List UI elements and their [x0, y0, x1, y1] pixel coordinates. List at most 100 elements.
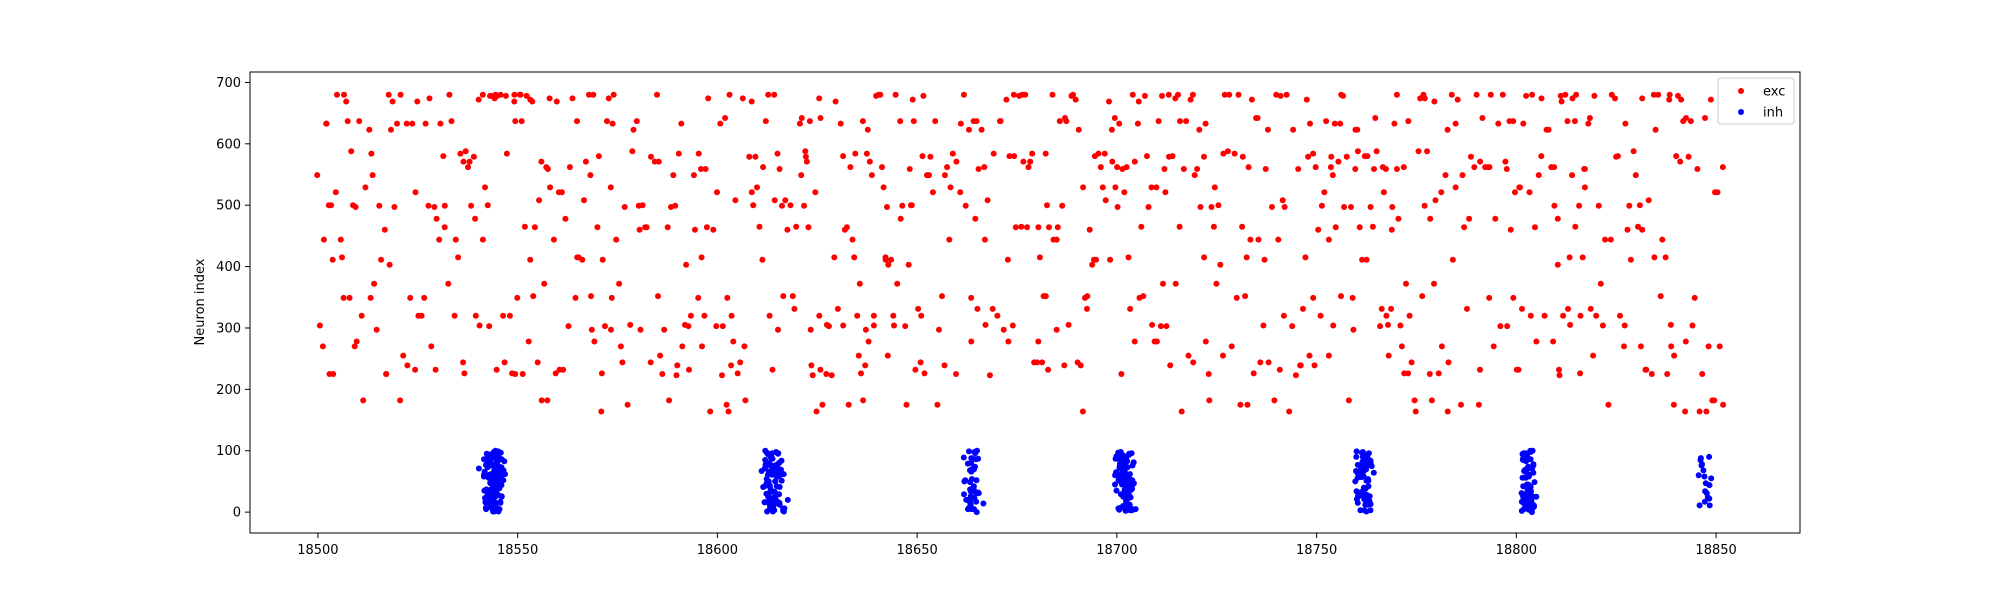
exc-spike	[448, 118, 455, 125]
exc-spike	[1554, 261, 1561, 268]
exc-spike	[455, 254, 462, 261]
exc-spike	[780, 293, 787, 300]
exc-spike	[1178, 408, 1185, 415]
exc-spike	[1486, 294, 1493, 301]
inh-spike	[765, 493, 772, 500]
exc-spike	[1194, 166, 1201, 172]
inh-spike	[762, 447, 769, 454]
exc-spike	[591, 338, 598, 345]
exc-spike	[697, 166, 704, 172]
inh-spike	[1132, 506, 1139, 513]
exc-spike	[1388, 226, 1395, 233]
exc-spike	[812, 189, 819, 196]
exc-spike	[917, 359, 924, 366]
exc-spike	[1527, 312, 1534, 319]
exc-spike	[1398, 343, 1405, 350]
exc-spike	[946, 236, 953, 243]
exc-spike	[762, 118, 769, 125]
exc-spike	[796, 120, 803, 127]
exc-spike	[962, 202, 969, 209]
exc-spike	[1560, 312, 1567, 319]
inh-spike	[968, 468, 975, 474]
exc-spike	[479, 236, 486, 243]
exc-spike	[356, 118, 363, 125]
exc-spike	[1551, 202, 1558, 209]
inh-spike	[491, 498, 498, 505]
exc-spike	[1586, 115, 1593, 121]
exc-spike	[1471, 164, 1478, 171]
exc-spike	[1108, 126, 1115, 133]
exc-spike	[352, 204, 359, 210]
inh-spike	[961, 491, 967, 498]
exc-spike	[1035, 224, 1042, 231]
exc-spike	[421, 294, 428, 301]
exc-spike	[1111, 115, 1118, 121]
inh-spike	[972, 448, 979, 455]
exc-spike	[1373, 148, 1380, 155]
exc-spike	[1003, 96, 1010, 103]
exc-spike	[851, 254, 858, 261]
exc-spike	[1591, 92, 1598, 99]
exc-spike	[472, 312, 479, 319]
inh-spike	[1525, 482, 1532, 489]
exc-spike	[1477, 366, 1483, 373]
exc-spike	[547, 184, 554, 191]
inh-spike	[966, 448, 972, 455]
exc-spike	[679, 343, 686, 350]
inh-spike	[784, 496, 791, 503]
exc-spike	[332, 189, 339, 196]
exc-spike	[1694, 166, 1701, 172]
exc-spike	[1210, 223, 1217, 230]
exc-spike	[1063, 118, 1070, 125]
exc-spike	[440, 153, 447, 160]
exc-spike	[734, 370, 741, 377]
inh-spike	[1703, 490, 1710, 497]
exc-spike	[527, 256, 534, 263]
exc-spike	[1523, 92, 1530, 99]
exc-spike	[1317, 312, 1324, 319]
exc-spike	[518, 118, 525, 125]
exc-spike	[565, 323, 572, 330]
inh-spike	[489, 503, 496, 510]
exc-spike	[664, 224, 671, 231]
exc-spike	[845, 401, 852, 408]
exc-spike	[793, 223, 800, 230]
exc-spike	[975, 166, 982, 172]
exc-spike	[748, 189, 755, 196]
exc-spike	[771, 197, 778, 204]
exc-spike	[934, 401, 941, 408]
exc-spike	[512, 371, 519, 377]
inh-spike	[475, 465, 482, 472]
exc-spike	[1556, 366, 1562, 373]
inh-spike	[1361, 494, 1368, 501]
exc-spike	[1042, 293, 1049, 300]
exc-spike	[519, 371, 526, 377]
exc-spike	[929, 189, 936, 196]
exc-spike	[808, 362, 815, 369]
exc-spike	[1281, 204, 1288, 210]
exc-spike	[1359, 256, 1366, 263]
y-tick-label: 100	[216, 444, 241, 459]
exc-spike	[907, 202, 914, 209]
exc-spike	[1231, 150, 1238, 157]
exc-spike	[690, 172, 697, 179]
exc-spike	[769, 366, 776, 373]
exc-spike	[882, 254, 889, 261]
exc-spike	[1155, 118, 1162, 125]
exc-spike	[1622, 120, 1629, 127]
exc-spike	[409, 120, 416, 127]
exc-spike	[1438, 343, 1445, 350]
exc-spike	[1022, 91, 1029, 98]
exc-spike	[903, 401, 910, 408]
exc-spike	[386, 261, 393, 268]
exc-spike	[741, 343, 748, 350]
inh-spike	[966, 504, 973, 511]
exc-spike	[437, 120, 444, 127]
exc-spike	[932, 118, 939, 125]
inh-spike	[1522, 474, 1529, 481]
exc-spike	[678, 120, 685, 127]
exc-spike	[358, 312, 365, 319]
exc-spike	[1699, 371, 1706, 377]
exc-spike	[1590, 352, 1597, 359]
exc-spike	[974, 305, 981, 312]
